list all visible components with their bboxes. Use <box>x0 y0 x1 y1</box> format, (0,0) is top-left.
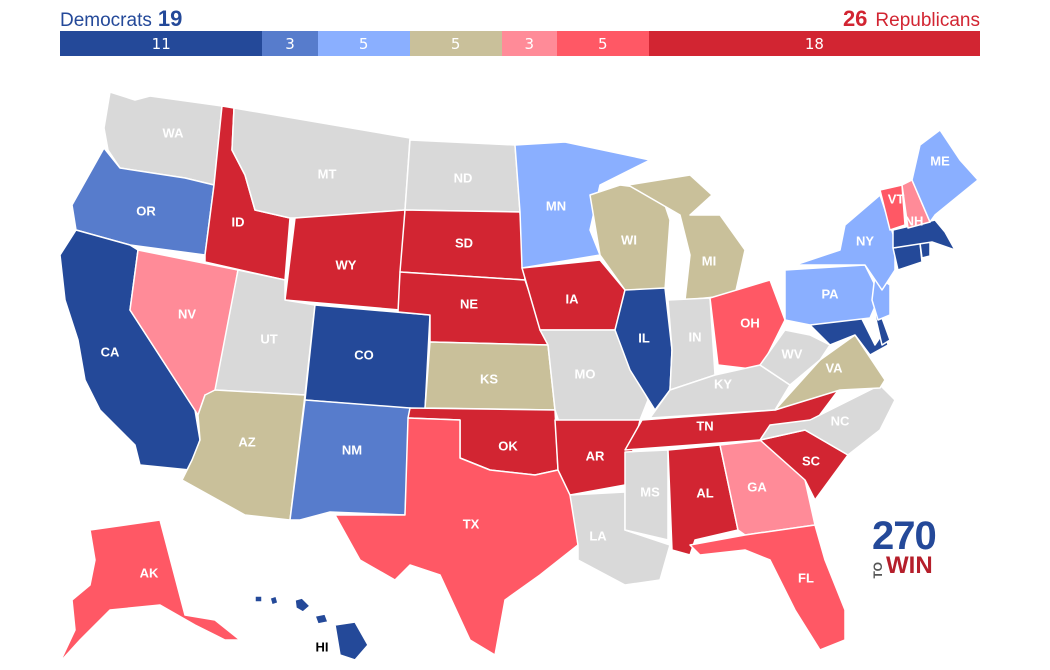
state-label-co: CO <box>354 347 374 362</box>
state-label-hi: HI <box>316 639 329 654</box>
bar-segment-likely-dem[interactable]: 3 <box>262 31 318 56</box>
state-label-sc: SC <box>802 453 821 468</box>
state-label-ks: KS <box>480 371 498 386</box>
state-label-nd: ND <box>454 170 473 185</box>
state-tx[interactable] <box>334 417 579 656</box>
state-me[interactable] <box>911 129 979 223</box>
bar-segment-tossup[interactable]: 5 <box>409 31 502 56</box>
democrats-count: 19 <box>157 6 183 31</box>
state-nc[interactable] <box>759 384 896 456</box>
state-label-mi: MI <box>702 253 716 268</box>
state-label-il: IL <box>638 330 650 345</box>
democrats-label: Democrats <box>60 10 152 31</box>
logo-270: 270 <box>872 514 937 558</box>
logo-to: TO <box>871 561 885 578</box>
bar-segment-safe-dem[interactable]: 11 <box>60 31 263 56</box>
state-label-vt: VT <box>888 191 905 206</box>
state-label-nm: NM <box>342 442 362 457</box>
state-label-pa: PA <box>821 286 839 301</box>
state-label-ny: NY <box>856 233 874 248</box>
state-ak[interactable] <box>59 519 241 663</box>
rating-bar: 11 3 5 5 3 5 18 <box>60 31 981 56</box>
state-ar[interactable] <box>554 419 641 496</box>
state-label-az: AZ <box>238 434 255 449</box>
bar-segment-likely-rep[interactable]: 5 <box>556 31 649 56</box>
state-mn[interactable] <box>514 141 651 269</box>
state-label-ok: OK <box>498 438 518 453</box>
state-label-tx: TX <box>463 516 480 531</box>
state-oh[interactable] <box>709 279 786 371</box>
state-label-mt: MT <box>318 166 337 181</box>
logo-win: WIN <box>886 552 933 579</box>
state-az[interactable] <box>181 389 306 521</box>
state-ms[interactable] <box>624 449 669 541</box>
state-label-ca: CA <box>101 344 120 359</box>
bar-segment-leans-dem[interactable]: 5 <box>317 31 410 56</box>
state-label-ar: AR <box>586 448 605 463</box>
state-nj[interactable] <box>871 274 891 321</box>
state-label-ia: IA <box>566 291 580 306</box>
state-label-ms: MS <box>640 484 660 499</box>
state-label-ak: AK <box>140 565 159 580</box>
state-label-ky: KY <box>714 376 732 391</box>
state-label-oh: OH <box>740 315 760 330</box>
state-label-wy: WY <box>336 257 357 272</box>
republicans-label: Republicans <box>875 10 980 31</box>
state-fl[interactable] <box>689 524 846 651</box>
state-label-nh: NH <box>905 213 924 228</box>
republicans-total: 26 Republicans <box>843 6 980 32</box>
state-label-mo: MO <box>575 366 596 381</box>
state-vt[interactable] <box>879 184 906 231</box>
state-label-nv: NV <box>178 306 196 321</box>
state-mt[interactable] <box>231 107 411 219</box>
us-map: WA OR CA NV ID MT WY UT AZ CO NM ND SD NE KS OK TX MN IA MO… <box>59 91 979 663</box>
state-label-mn: MN <box>546 198 566 213</box>
state-label-va: VA <box>825 360 843 375</box>
democrats-total: Democrats 19 <box>60 6 182 32</box>
state-label-ut: UT <box>260 331 277 346</box>
bar-segment-leans-rep[interactable]: 3 <box>501 31 557 56</box>
state-wi[interactable] <box>589 184 671 291</box>
bar-segment-safe-rep[interactable]: 18 <box>648 31 981 56</box>
state-label-wi: WI <box>621 232 637 247</box>
state-nm[interactable] <box>289 399 411 521</box>
state-label-sd: SD <box>455 235 473 250</box>
state-mi[interactable] <box>627 174 746 301</box>
state-label-me: ME <box>930 153 950 168</box>
270towin-logo[interactable]: 270 TO WIN <box>871 514 952 586</box>
state-label-id: ID <box>232 214 245 229</box>
state-label-wa: WA <box>163 125 185 140</box>
state-label-ga: GA <box>747 479 767 494</box>
state-label-al: AL <box>696 485 713 500</box>
state-md[interactable] <box>809 314 889 356</box>
state-label-nc: NC <box>831 413 850 428</box>
state-label-la: LA <box>589 528 607 543</box>
header: Democrats 19 26 Republicans <box>60 4 980 32</box>
state-label-ne: NE <box>460 296 478 311</box>
state-label-or: OR <box>136 203 156 218</box>
republicans-count: 26 <box>842 6 868 31</box>
state-label-fl: FL <box>798 570 814 585</box>
state-label-in: IN <box>689 329 702 344</box>
state-hi[interactable] <box>254 595 369 661</box>
state-label-wv: WV <box>782 346 803 361</box>
state-label-tn: TN <box>696 418 713 433</box>
